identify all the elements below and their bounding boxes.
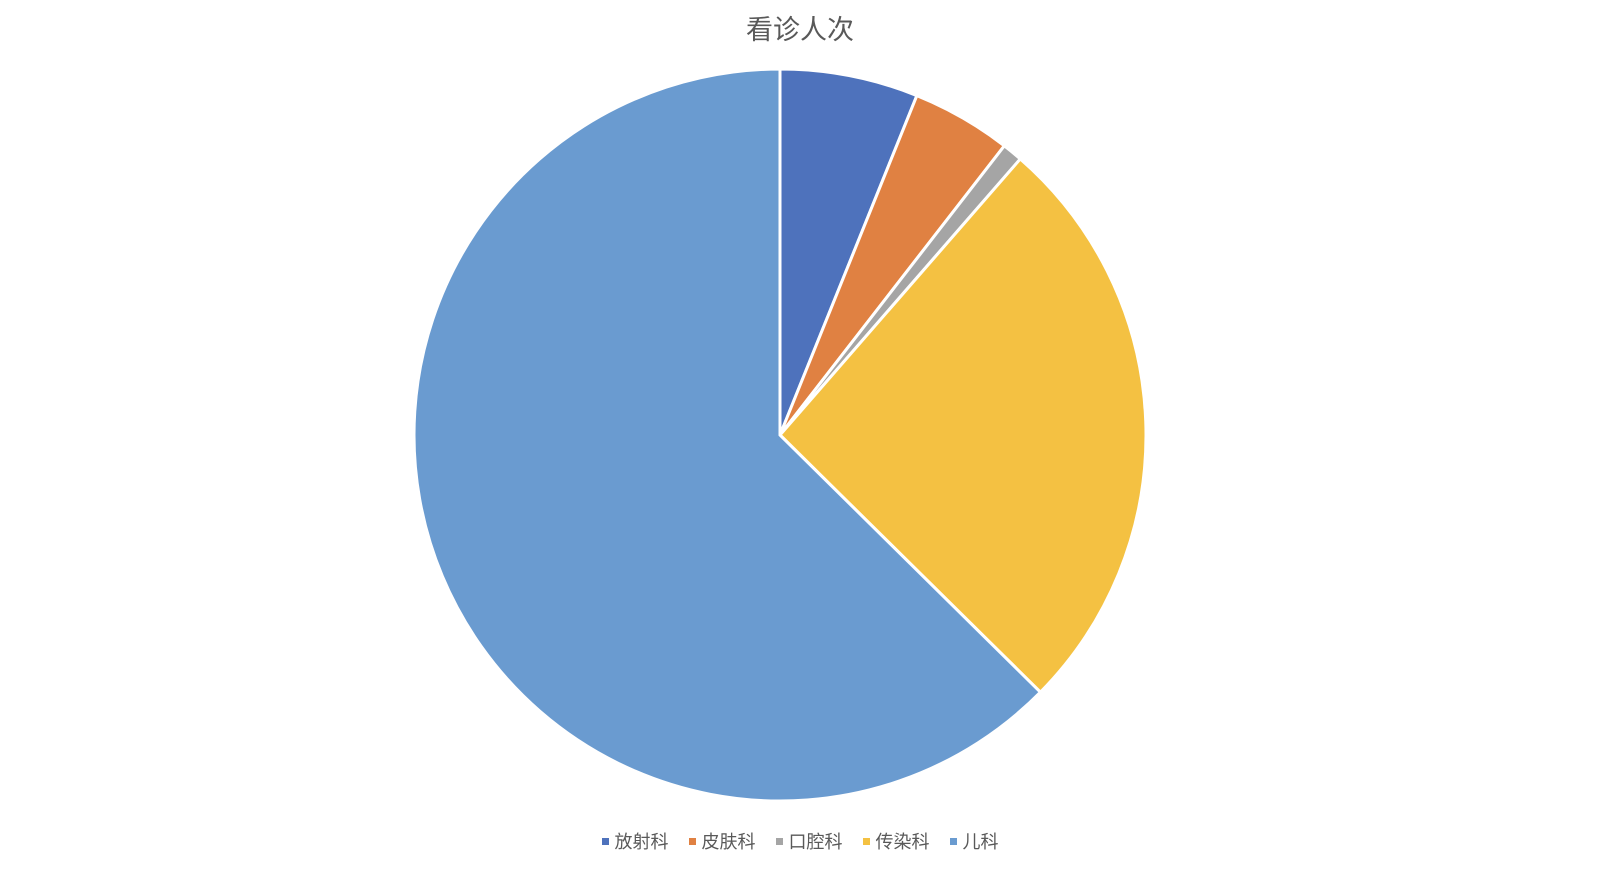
- legend-item: 皮肤科: [688, 828, 756, 854]
- legend-label: 放射科: [614, 832, 669, 853]
- legend-label: 皮肤科: [701, 832, 756, 853]
- legend: 放射科 皮肤科 口腔科 传染科 儿科: [0, 828, 1600, 854]
- pie-slice-4: [777, 156, 1148, 695]
- legend-item: 儿科: [949, 828, 999, 854]
- legend-swatch: [601, 837, 609, 845]
- legend-swatch: [688, 837, 696, 845]
- legend-item: 放射科: [601, 828, 669, 854]
- legend-label: 儿科: [962, 832, 999, 853]
- legend-label: 口腔科: [788, 832, 843, 853]
- chart-title: 看诊人次: [746, 15, 854, 46]
- pie-slice-5: [412, 67, 1043, 803]
- legend-label: 传染科: [875, 832, 930, 853]
- legend-item: 口腔科: [775, 828, 843, 854]
- pie-slice-1: [778, 67, 919, 436]
- legend-swatch: [862, 837, 870, 845]
- legend-item: 传染科: [862, 828, 930, 854]
- legend-swatch: [949, 837, 957, 845]
- legend-swatch: [775, 837, 783, 845]
